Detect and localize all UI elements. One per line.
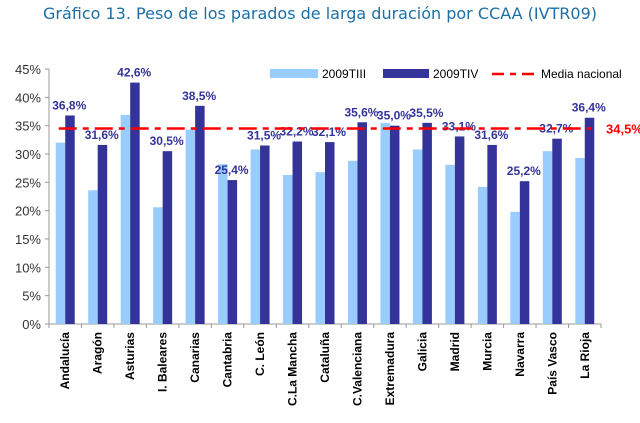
- x-tick-label: C. León: [253, 332, 267, 376]
- legend-swatch-2009TIII: [270, 69, 318, 78]
- x-tick-label: Asturias: [123, 332, 137, 380]
- data-label: 25,2%: [507, 164, 541, 178]
- bar-2009TIV: [519, 181, 530, 324]
- y-tick-label: 25%: [15, 175, 41, 190]
- reference-line-label: 34,5%: [606, 122, 640, 137]
- x-tick-label: Aragón: [91, 332, 105, 374]
- bar-2009TIV: [357, 122, 367, 325]
- bar-2009TIII: [575, 157, 585, 324]
- data-label: 42,6%: [117, 66, 151, 80]
- y-tick-label: 40%: [15, 90, 41, 105]
- x-tick-label: I. Baleares: [156, 332, 170, 392]
- legend-swatch-2009TIV: [383, 69, 429, 78]
- data-label: 31,6%: [85, 128, 119, 142]
- bar-2009TIII: [445, 164, 455, 324]
- bar-2009TIV: [552, 138, 562, 324]
- bar-2009TIV: [487, 144, 497, 324]
- bar-2009TIII: [347, 160, 358, 324]
- x-tick-label: Navarra: [513, 332, 527, 377]
- y-tick-label: 20%: [15, 204, 41, 219]
- x-tick-label: La Rioja: [578, 332, 592, 379]
- x-tick-label: Andalucía: [58, 332, 72, 390]
- bar-2009TIII: [250, 149, 261, 324]
- bar-2009TIV: [325, 142, 335, 324]
- bar-2009TIV: [260, 145, 270, 324]
- x-tick-label: Madrid: [448, 332, 462, 371]
- bar-2009TIII: [412, 149, 423, 324]
- x-tick-label: Canarias: [188, 332, 202, 383]
- y-tick-label: 10%: [15, 260, 41, 275]
- bar-2009TIV: [130, 82, 140, 324]
- bar-2009TIII: [380, 122, 390, 324]
- x-tick-label: Murcia: [480, 332, 494, 371]
- bar-2009TIV: [584, 117, 595, 324]
- bar-2009TIII: [120, 114, 131, 325]
- legend-label: Media nacional: [541, 67, 622, 81]
- x-tick-label: Extremadura: [383, 332, 397, 406]
- bar-2009TIV: [227, 180, 238, 324]
- data-label: 35,6%: [344, 105, 378, 119]
- x-tick-label: Galicia: [415, 332, 429, 372]
- chart-title: Gráfico 13. Peso de los parados de larga…: [42, 4, 598, 23]
- data-label: 32,2%: [280, 125, 314, 139]
- bar-2009TIII: [185, 129, 196, 324]
- bar-2009TIII: [283, 174, 293, 324]
- data-label: 25,4%: [215, 163, 249, 177]
- bar-2009TIV: [162, 151, 173, 324]
- bar-2009TIII: [55, 142, 66, 324]
- bar-2009TIII: [477, 186, 488, 324]
- bar-2009TIII: [542, 151, 553, 324]
- x-tick-label: País Vasco: [545, 332, 559, 395]
- y-tick-label: 0%: [22, 317, 41, 332]
- bar-2009TIV: [292, 141, 303, 324]
- data-label: 38,5%: [182, 89, 216, 103]
- data-label: 36,4%: [572, 101, 606, 115]
- data-label: 33,1%: [442, 119, 476, 133]
- y-tick-label: 30%: [15, 147, 41, 162]
- data-label: 36,8%: [52, 98, 86, 112]
- bar-2009TIV: [454, 136, 465, 324]
- bar-2009TIII: [153, 207, 163, 324]
- bar-2009TIV: [97, 144, 108, 324]
- x-tick-label: Cantabria: [221, 332, 235, 388]
- y-tick-label: 35%: [15, 119, 41, 134]
- bar-2009TIII: [88, 190, 98, 324]
- y-tick-label: 45%: [15, 62, 41, 77]
- legend-label: 2009TIII: [322, 67, 366, 81]
- bar-2009TIII: [218, 164, 228, 324]
- data-label: 35,0%: [377, 109, 411, 123]
- y-tick-label: 5%: [22, 289, 41, 304]
- x-tick-label: C.La Mancha: [286, 332, 300, 406]
- y-tick-label: 15%: [15, 232, 41, 247]
- bar-2009TIII: [510, 211, 520, 324]
- bar-2009TIV: [65, 115, 75, 324]
- bar-2009TIII: [315, 172, 325, 324]
- legend-label: 2009TIV: [433, 67, 478, 81]
- bar-2009TIV: [422, 122, 432, 324]
- bar-2009TIV: [389, 125, 400, 325]
- data-label: 32,1%: [312, 125, 346, 139]
- x-tick-label: Cataluña: [318, 332, 332, 383]
- bar-2009TIV: [195, 105, 205, 324]
- x-tick-label: C.Valenciana: [350, 332, 364, 406]
- data-label: 35,5%: [409, 106, 443, 120]
- data-label: 30,5%: [150, 134, 184, 148]
- data-label: 31,5%: [247, 129, 281, 143]
- data-label: 31,6%: [474, 128, 508, 142]
